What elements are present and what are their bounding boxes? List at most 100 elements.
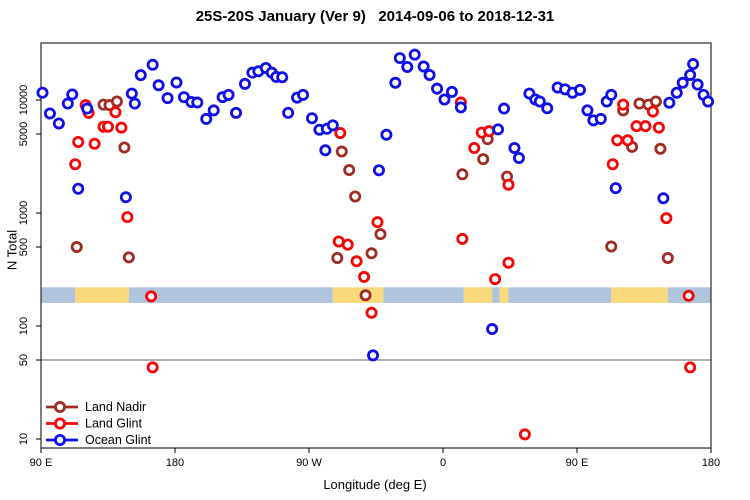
- x-tick-label: 90 E: [566, 457, 589, 469]
- y-tick-label: 100: [18, 317, 30, 335]
- point-ocean-glint: [657, 192, 670, 205]
- y-tick-label: 10: [18, 433, 30, 445]
- point-ocean-glint: [326, 119, 339, 132]
- point-land-glint: [102, 120, 115, 133]
- point-land-nadir: [456, 168, 469, 181]
- point-land-nadir: [343, 164, 356, 177]
- point-ocean-glint: [498, 102, 511, 115]
- point-ocean-glint: [423, 68, 436, 81]
- point-land-glint: [341, 238, 354, 251]
- point-land-glint: [109, 106, 122, 119]
- point-ocean-glint: [581, 104, 594, 117]
- point-land-nadir: [654, 142, 667, 155]
- y-tick-label: 10000: [18, 85, 30, 116]
- legend-marker-circle: [54, 433, 67, 446]
- point-ocean-glint: [305, 112, 318, 125]
- band-segment-ocean: [383, 287, 464, 303]
- point-land-glint: [652, 121, 665, 134]
- point-land-nadir: [365, 247, 378, 260]
- y-tick-label: 500: [18, 238, 30, 256]
- point-land-glint: [639, 120, 652, 133]
- point-ocean-glint: [43, 107, 56, 120]
- point-ocean-glint: [684, 68, 697, 81]
- point-land-nadir: [110, 95, 123, 108]
- point-ocean-glint: [52, 117, 65, 130]
- band-segment-ocean: [492, 287, 500, 303]
- legend-label: Land Glint: [85, 417, 143, 431]
- point-land-glint: [646, 105, 659, 118]
- point-land-glint: [502, 256, 515, 269]
- point-ocean-glint: [72, 182, 85, 195]
- x-tick-label: 180: [166, 457, 184, 469]
- point-ocean-glint: [408, 48, 421, 61]
- point-ocean-glint: [207, 104, 220, 117]
- point-land-glint: [660, 212, 673, 225]
- x-tick-label: 90 E: [30, 457, 53, 469]
- plot-box: [40, 42, 712, 449]
- point-land-glint: [611, 134, 624, 147]
- band-segment-land: [75, 287, 129, 303]
- point-land-nadir: [331, 251, 344, 264]
- point-land-nadir: [605, 240, 618, 253]
- band-segment-land: [611, 287, 668, 303]
- point-ocean-glint: [276, 71, 289, 84]
- point-ocean-glint: [417, 60, 430, 73]
- point-ocean-glint: [492, 123, 505, 136]
- point-ocean-glint: [238, 77, 251, 90]
- point-ocean-glint: [36, 86, 49, 99]
- point-land-glint: [72, 135, 85, 148]
- point-land-nadir: [477, 153, 490, 166]
- legend-label: Ocean Glint: [85, 433, 152, 447]
- point-ocean-glint: [134, 69, 147, 82]
- point-ocean-glint: [401, 60, 414, 73]
- point-ocean-glint: [161, 92, 174, 105]
- point-land-nadir: [349, 190, 362, 203]
- point-land-glint: [621, 134, 634, 147]
- point-ocean-glint: [200, 112, 213, 125]
- band-segment-ocean: [508, 287, 612, 303]
- point-ocean-glint: [125, 87, 138, 100]
- point-ocean-glint: [702, 95, 715, 108]
- legend-label: Land Nadir: [85, 400, 146, 414]
- x-tick-label: 90 W: [296, 457, 322, 469]
- point-land-glint: [146, 361, 159, 374]
- point-ocean-glint: [533, 95, 546, 108]
- point-ocean-glint: [230, 106, 243, 119]
- band-segment-land: [499, 287, 509, 303]
- point-land-glint: [371, 216, 384, 229]
- point-ocean-glint: [61, 97, 74, 110]
- point-ocean-glint: [687, 58, 700, 71]
- point-ocean-glint: [152, 79, 165, 92]
- point-land-nadir: [118, 141, 131, 154]
- point-ocean-glint: [66, 88, 79, 101]
- point-ocean-glint: [438, 93, 451, 106]
- point-land-glint: [115, 121, 128, 134]
- point-ocean-glint: [676, 76, 689, 89]
- point-ocean-glint: [605, 88, 618, 101]
- point-ocean-glint: [594, 112, 607, 125]
- point-land-glint: [518, 428, 531, 441]
- point-land-glint: [502, 178, 515, 191]
- point-ocean-glint: [691, 78, 704, 91]
- point-land-glint: [489, 273, 502, 286]
- band-segment-land: [332, 287, 384, 303]
- point-ocean-glint: [282, 106, 295, 119]
- x-tick-label: 180: [702, 457, 720, 469]
- point-ocean-glint: [191, 96, 204, 109]
- point-land-glint: [617, 98, 630, 111]
- point-land-glint: [684, 361, 697, 374]
- point-ocean-glint: [670, 86, 683, 99]
- point-land-glint: [350, 255, 363, 268]
- point-land-glint: [69, 158, 82, 171]
- point-land-glint: [145, 290, 158, 303]
- point-land-nadir: [359, 289, 372, 302]
- point-land-glint: [88, 137, 101, 150]
- point-ocean-glint: [170, 76, 183, 89]
- point-ocean-glint: [393, 52, 406, 65]
- y-tick-label: 1000: [18, 201, 30, 225]
- point-ocean-glint: [119, 191, 132, 204]
- point-ocean-glint: [128, 97, 141, 110]
- point-ocean-glint: [508, 142, 521, 155]
